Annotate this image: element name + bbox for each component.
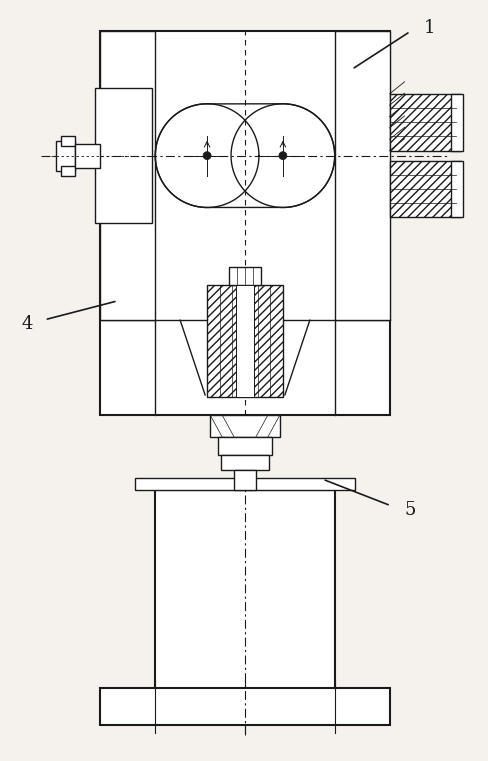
Text: 4: 4 (22, 314, 33, 333)
Bar (234, 470, 255, 489)
Bar (228, 267, 261, 285)
Bar (135, 478, 354, 489)
Bar (100, 31, 155, 320)
Bar (61, 135, 75, 145)
Bar (75, 144, 100, 167)
Bar (389, 94, 461, 151)
Bar (217, 437, 272, 455)
Text: 1: 1 (423, 18, 435, 37)
Text: 5: 5 (404, 501, 415, 518)
Circle shape (203, 151, 211, 160)
Bar (236, 285, 253, 397)
Bar (221, 455, 268, 470)
Circle shape (278, 151, 286, 160)
Bar (210, 415, 279, 437)
Bar (95, 88, 152, 224)
Bar (389, 161, 461, 218)
Bar (450, 161, 463, 218)
Bar (56, 141, 75, 170)
Bar (334, 31, 389, 320)
Bar (100, 688, 389, 725)
Bar (155, 489, 334, 705)
Bar (100, 31, 389, 415)
Bar (61, 166, 75, 176)
Bar (450, 94, 463, 151)
Bar (207, 285, 283, 397)
